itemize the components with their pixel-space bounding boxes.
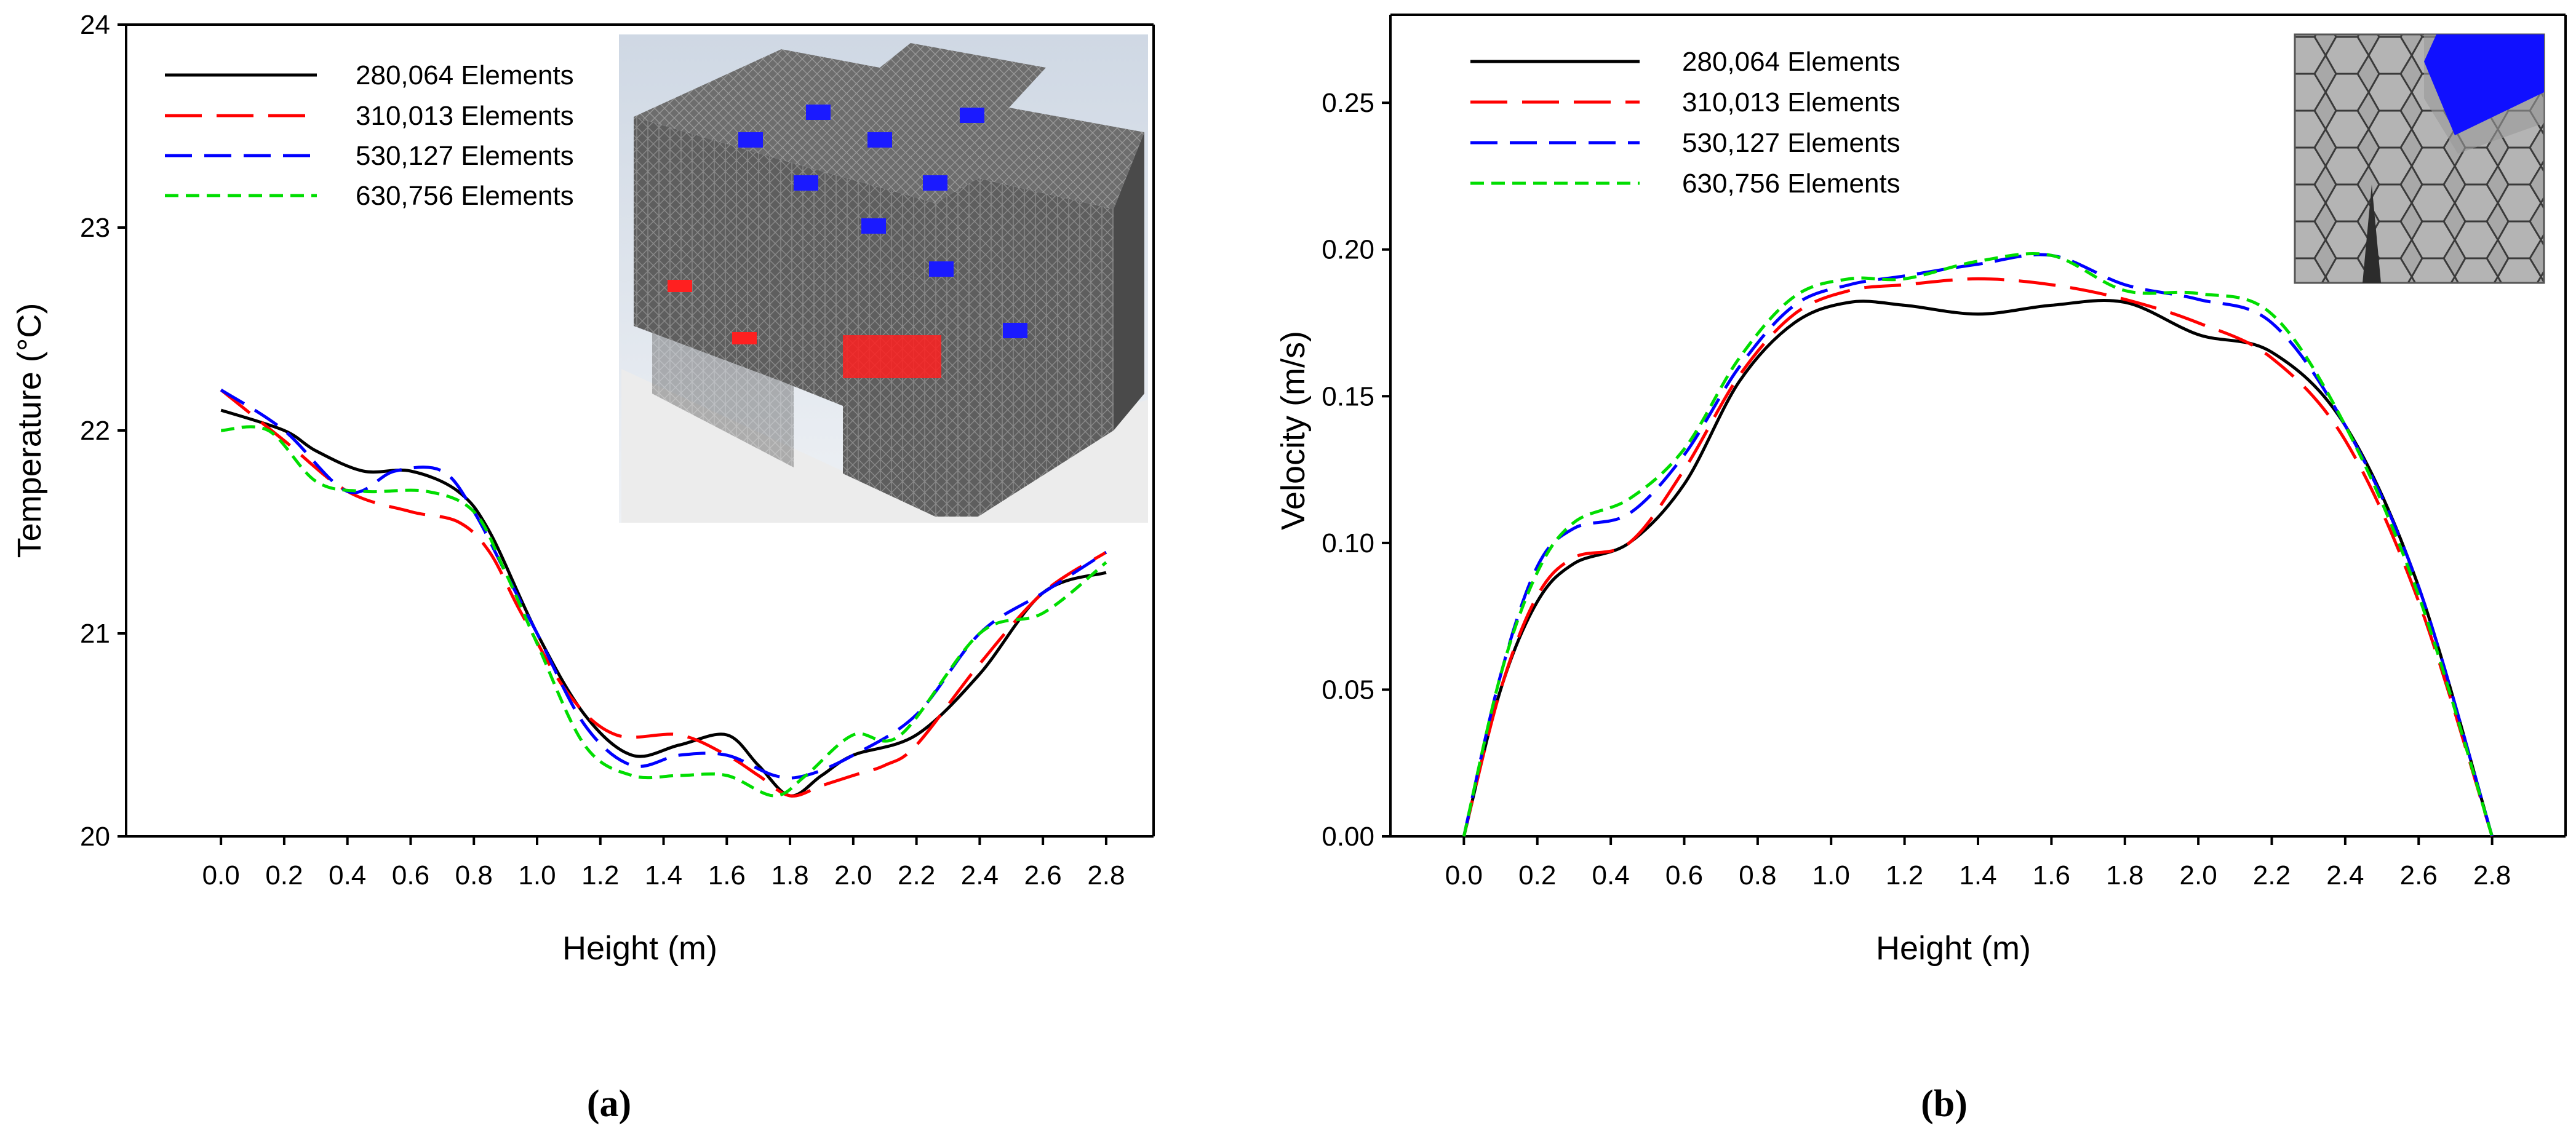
b-legend: 280,064 Elements 310,013 Elements 530,12… [1470,47,1900,199]
a-xtick-label-14: 2.8 [1087,860,1125,890]
b-legend-label-2: 310,013 Elements [1682,87,1900,117]
b-xtick-label-4: 0.8 [1739,860,1776,890]
b-legend-label-3: 530,127 Elements [1682,128,1900,158]
b-xtick-label-1: 0.2 [1518,860,1556,890]
b-series-line-4 [1462,252,2494,837]
a-legend-label-2: 310,013 Elements [356,101,574,131]
panel-a: 20 21 22 23 24 0.0 0.2 0.4 0.6 0.8 1.0 1.2 1.4 1.6 1.… [11,10,1155,1125]
a-series-line-4 [221,425,1107,798]
b-xtick-label-10: 2.0 [2180,860,2217,890]
b-xtick-label-13: 2.6 [2400,860,2438,890]
b-yticks: 0.00 0.05 0.10 0.15 0.20 0.25 [1322,88,1390,852]
b-series-line-2 [1462,277,2494,837]
a-ytick-label-1: 21 [80,619,110,649]
a-xtick-label-10: 2.0 [834,860,872,890]
b-legend-label-1: 280,064 Elements [1682,47,1900,77]
a-xtick-label-12: 2.4 [961,860,999,890]
a-series-line-2 [220,389,1107,798]
a-xtick-label-5: 1.0 [518,860,556,890]
b-xtick-label-11: 2.2 [2253,860,2291,890]
a-ytick-label-2: 22 [80,416,110,446]
b-ylabel: Velocity (m/s) [1275,331,1312,530]
a-xtick-label-7: 1.4 [645,860,682,890]
a-inset-mesh-image [619,34,1148,523]
b-ytick-label-1: 0.05 [1322,675,1374,705]
b-xtick-label-14: 2.8 [2473,860,2511,890]
a-legend: 280,064 Elements 310,013 Elements 530,12… [165,60,574,211]
a-xtick-label-6: 1.2 [581,860,619,890]
a-xtick-label-11: 2.2 [898,860,935,890]
b-ytick-label-4: 0.20 [1322,235,1374,265]
a-series-line-1 [220,408,1107,798]
b-xtick-label-5: 1.0 [1812,860,1850,890]
a-xtick-label-13: 2.6 [1024,860,1062,890]
panel-b: 0.00 0.05 0.10 0.15 0.20 0.25 0.0 0.2 0.4 0.6 0.8… [1275,14,2567,1125]
a-xtick-label-9: 1.8 [771,860,808,890]
a-legend-label-4: 630,756 Elements [356,181,574,211]
b-legend-label-4: 630,756 Elements [1682,169,1900,199]
a-xticks: 0.0 0.2 0.4 0.6 0.8 1.0 1.2 1.4 1.6 1.8 2.0 2.2 2.4 2… [202,836,1125,890]
a-xtick-label-2: 0.4 [329,860,366,890]
b-xlabel: Height (m) [1876,930,2031,967]
b-xtick-label-0: 0.0 [1445,860,1483,890]
b-xtick-label-12: 2.4 [2326,860,2364,890]
b-xtick-label-9: 1.8 [2106,860,2143,890]
a-xtick-label-0: 0.0 [202,860,240,890]
a-xtick-label-4: 0.8 [455,860,493,890]
a-xlabel: Height (m) [562,930,717,967]
a-ylabel: Temperature (°C) [11,303,48,558]
b-xtick-label-6: 1.2 [1886,860,1923,890]
b-xtick-label-7: 1.4 [1959,860,1996,890]
b-series-group [1462,252,2494,837]
b-xticks: 0.0 0.2 0.4 0.6 0.8 1.0 1.2 1.4 1.6 1.8 2.0 2.2 2.4 2… [1445,836,2511,890]
a-yticks: 20 21 22 23 24 [80,10,126,852]
a-ytick-label-0: 20 [80,822,110,852]
a-xtick-label-8: 1.6 [708,860,746,890]
b-xtick-label-8: 1.6 [2033,860,2070,890]
b-series-line-1 [1462,299,2494,837]
b-ytick-label-0: 0.00 [1322,822,1374,852]
a-legend-label-1: 280,064 Elements [356,60,574,90]
b-ytick-label-5: 0.25 [1322,88,1374,118]
a-legend-label-3: 530,127 Elements [356,141,574,171]
a-ytick-label-4: 24 [80,10,110,40]
a-ytick-label-3: 23 [80,213,110,243]
b-series-line-3 [1462,253,2494,837]
b-inset-mesh-image [2294,33,2545,284]
b-caption: (b) [1921,1083,1968,1125]
a-series-group [220,388,1107,798]
b-xtick-label-3: 0.6 [1665,860,1703,890]
a-xtick-label-1: 0.2 [265,860,303,890]
b-ytick-label-3: 0.15 [1322,381,1374,411]
b-xtick-label-2: 0.4 [1592,860,1630,890]
b-ytick-label-2: 0.10 [1322,528,1374,558]
a-xtick-label-3: 0.6 [392,860,429,890]
a-caption: (a) [587,1083,631,1125]
